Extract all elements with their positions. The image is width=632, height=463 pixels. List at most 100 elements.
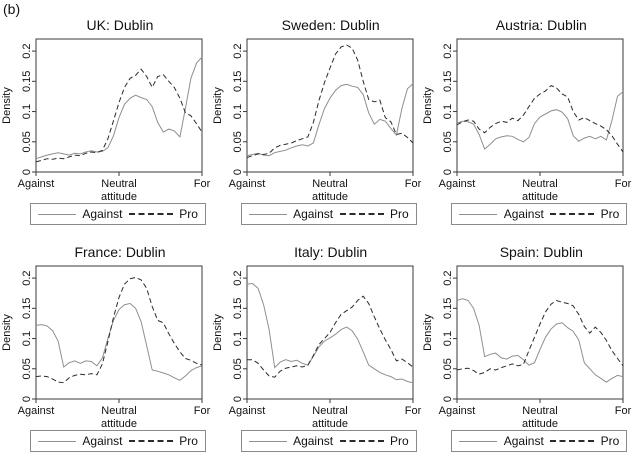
y-tick-label: 0.2 xyxy=(232,270,244,285)
legend-pro-label: Pro xyxy=(600,434,620,448)
x-tick-label: For xyxy=(615,405,632,417)
y-tick-label: 0.2 xyxy=(232,43,244,58)
x-tick-label: Neutral xyxy=(312,405,347,417)
legend-pro-label: Pro xyxy=(179,434,198,448)
against-curve xyxy=(457,298,624,383)
plot-area: 0 0.05 0.1 0.15 0.2 Density Against Neutral For a… xyxy=(1,265,211,430)
x-axis-title: attitude xyxy=(522,418,558,430)
pro-curve xyxy=(457,299,624,375)
pro-line-sample xyxy=(128,213,173,215)
y-axis-title: Density xyxy=(212,314,224,351)
panel-grid: UK: Dublin 0 0.05 0.1 0.15 0.2 Density Against… xyxy=(0,15,632,452)
x-tick-label: Neutral xyxy=(312,178,347,190)
panel-title: Italy: Dublin xyxy=(294,244,368,260)
pro-line-sample xyxy=(339,440,384,442)
y-tick-label: 0.1 xyxy=(232,104,244,119)
legend: Against Pro xyxy=(30,430,206,452)
legend-against-label: Against xyxy=(503,207,544,221)
x-tick-label: For xyxy=(194,178,211,190)
panel-spain-dublin: Spain: Dublin 0 0.05 0.1 0.15 0.2 Density Agai… xyxy=(421,242,632,452)
x-tick-label: For xyxy=(194,405,211,417)
x-tick-label: Against xyxy=(18,405,55,417)
x-axis-title: attitude xyxy=(101,191,137,203)
y-axis-title: Density xyxy=(212,87,224,124)
legend-pro-label: Pro xyxy=(600,207,620,221)
x-axis-title: attitude xyxy=(312,191,348,203)
pro-line-sample xyxy=(128,440,173,442)
x-tick-label: For xyxy=(404,178,421,190)
against-line-sample xyxy=(38,440,76,442)
x-tick-label: Against xyxy=(439,178,476,190)
against-line-sample xyxy=(38,213,76,215)
y-tick-label: 0.2 xyxy=(21,270,33,285)
y-tick-label: 0.2 xyxy=(21,43,33,58)
plot-area: 0 0.05 0.1 0.15 0.2 Density Against Neutral For a… xyxy=(422,265,632,430)
panel-title: Spain: Dublin xyxy=(499,244,583,260)
pro-line-sample xyxy=(550,440,595,442)
pro-curve xyxy=(246,44,414,158)
y-axis-title: Density xyxy=(422,314,434,351)
y-tick-label: 0.15 xyxy=(442,298,454,319)
panel-title: Austria: Dublin xyxy=(495,17,587,33)
legend-against-label: Against xyxy=(82,434,123,448)
y-tick-label: 0.1 xyxy=(442,104,454,119)
y-tick-label: 0.15 xyxy=(21,71,33,92)
x-tick-label: For xyxy=(615,178,632,190)
pro-curve xyxy=(246,295,413,378)
x-tick-label: Neutral xyxy=(523,405,558,417)
plot-area: 0 0.05 0.1 0.15 0.2 Density Against Neutral For a… xyxy=(422,38,632,203)
y-tick-label: 0.05 xyxy=(21,131,33,152)
x-tick-label: Against xyxy=(228,405,265,417)
legend-against-label: Against xyxy=(293,207,334,221)
y-tick-label: 0.05 xyxy=(232,131,244,152)
panel-sweden-dublin: Sweden: Dublin 0 0.05 0.1 0.15 0.2 Density Aga… xyxy=(211,15,421,225)
x-tick-label: Neutral xyxy=(101,178,136,190)
panel-uk-dublin: UK: Dublin 0 0.05 0.1 0.15 0.2 Density Against… xyxy=(0,15,211,225)
against-curve xyxy=(457,91,624,150)
legend: Against Pro xyxy=(451,430,628,452)
legend: Against Pro xyxy=(240,430,417,452)
legend-pro-label: Pro xyxy=(179,207,198,221)
plot-border xyxy=(246,265,414,400)
legend-pro-label: Pro xyxy=(389,434,409,448)
y-tick-label: 0.1 xyxy=(21,104,33,119)
legend: Against Pro xyxy=(451,203,628,225)
figure-label: (b) xyxy=(3,1,21,17)
against-curve xyxy=(246,282,413,384)
y-tick-label: 0.15 xyxy=(442,71,454,92)
panel-title: Sweden: Dublin xyxy=(281,17,380,33)
pro-curve xyxy=(457,85,624,153)
legend: Against Pro xyxy=(240,203,417,225)
y-tick-label: 0.2 xyxy=(442,270,454,285)
pro-curve xyxy=(35,68,203,163)
against-curve xyxy=(35,56,203,160)
against-line-sample xyxy=(248,213,287,215)
legend-pro-label: Pro xyxy=(389,207,409,221)
y-tick-label: 0.05 xyxy=(21,358,33,379)
panel-italy-dublin: Italy: Dublin 0 0.05 0.1 0.15 0.2 Density Agai… xyxy=(211,242,421,452)
plot-border xyxy=(456,38,624,173)
y-tick-label: 0.15 xyxy=(232,71,244,92)
pro-line-sample xyxy=(339,213,384,215)
y-tick-label: 0 xyxy=(442,396,454,402)
legend-against-label: Against xyxy=(293,434,334,448)
y-tick-label: 0 xyxy=(442,169,454,175)
y-axis-title: Density xyxy=(422,87,434,124)
x-tick-label: Against xyxy=(18,178,55,190)
x-tick-label: For xyxy=(404,405,421,417)
plot-border xyxy=(35,38,203,173)
against-line-sample xyxy=(459,440,498,442)
y-tick-label: 0.1 xyxy=(232,331,244,346)
pro-curve xyxy=(35,276,203,384)
x-tick-label: Neutral xyxy=(101,405,136,417)
x-tick-label: Against xyxy=(228,178,265,190)
plot-area: 0 0.05 0.1 0.15 0.2 Density Against Neutral For a… xyxy=(1,38,211,203)
panel-title: France: Dublin xyxy=(74,244,166,260)
against-line-sample xyxy=(459,213,498,215)
x-axis-title: attitude xyxy=(312,418,348,430)
legend-against-label: Against xyxy=(82,207,123,221)
y-tick-label: 0.15 xyxy=(232,298,244,319)
against-curve xyxy=(246,83,413,157)
x-tick-label: Against xyxy=(439,405,476,417)
